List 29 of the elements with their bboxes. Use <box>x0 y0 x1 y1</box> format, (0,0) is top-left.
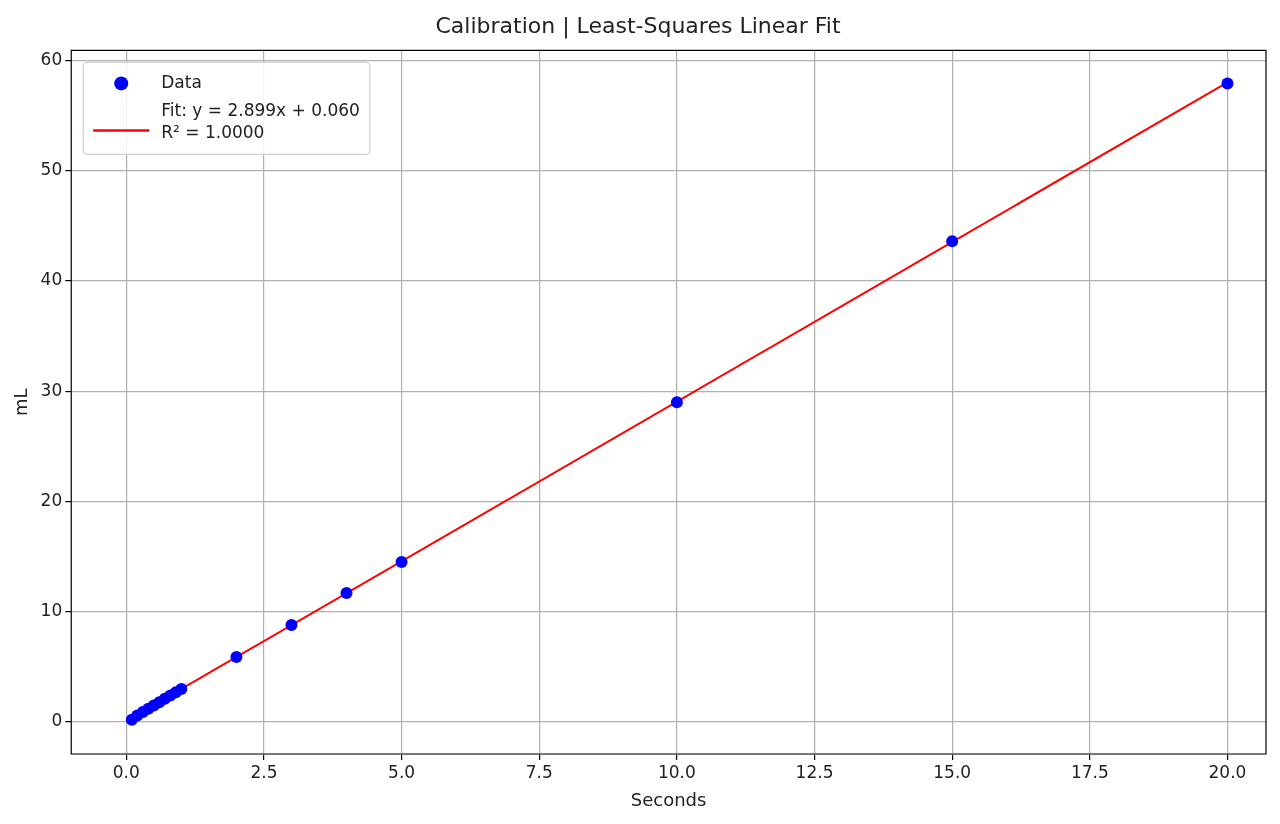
x-axis-title: Seconds <box>630 788 707 810</box>
y-tick-label: 50 <box>40 159 63 180</box>
y-axis-title: mL <box>10 388 32 416</box>
x-tick-label: 5.0 <box>388 761 416 782</box>
y-tick-label: 20 <box>40 489 63 510</box>
point <box>1221 77 1234 90</box>
y-tick-label: 10 <box>40 600 63 621</box>
point <box>230 650 243 663</box>
point <box>395 556 408 569</box>
x-tick-label: 12.5 <box>795 761 834 782</box>
point <box>285 618 298 631</box>
x-tick-label: 20.0 <box>1208 761 1247 782</box>
y-tick-label: 60 <box>40 48 63 69</box>
point <box>175 682 188 695</box>
point <box>340 586 353 599</box>
y-tick-label: 40 <box>40 269 63 290</box>
legend-label: Fit: y = 2.899x + 0.060 R² = 1.0000 <box>161 99 360 142</box>
chart-title: Calibration | Least-Squares Linear Fit <box>435 12 841 39</box>
x-tick-label: 0.0 <box>112 761 140 782</box>
x-tick-label: 7.5 <box>525 761 553 782</box>
x-tick-label: 17.5 <box>1070 761 1109 782</box>
point <box>946 235 959 248</box>
point <box>670 396 683 409</box>
x-tick-label: 2.5 <box>250 761 278 782</box>
y-tick-label: 30 <box>40 379 63 400</box>
y-tick-label: 0 <box>51 710 63 731</box>
x-tick-label: 10.0 <box>657 761 696 782</box>
x-tick-label: 15.0 <box>933 761 972 782</box>
legend-label: Data <box>161 71 202 92</box>
